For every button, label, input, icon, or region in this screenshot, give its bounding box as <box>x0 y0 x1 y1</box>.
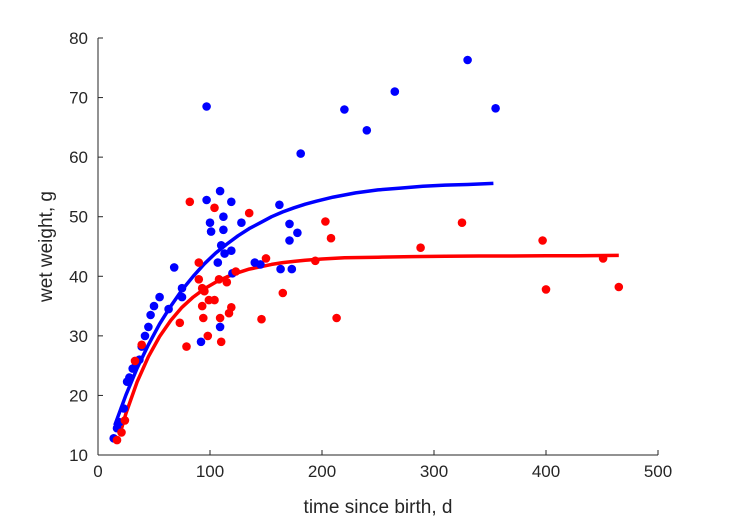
data-point-series-2 <box>416 243 425 252</box>
x-tick-label: 200 <box>308 462 336 481</box>
data-point-series-2 <box>222 277 232 287</box>
y-axis-label: wet weight, g <box>36 191 57 303</box>
data-point-series-2 <box>185 197 195 207</box>
data-point-series-2 <box>261 254 271 263</box>
y-tick-label: 10 <box>69 446 88 465</box>
data-point-series-2 <box>182 342 191 351</box>
data-point-series-1 <box>216 241 226 250</box>
data-point-series-1 <box>125 373 134 382</box>
data-point-series-1 <box>177 292 187 302</box>
data-point-series-1 <box>202 195 211 205</box>
data-point-series-2 <box>210 295 219 305</box>
data-point-series-1 <box>169 263 179 272</box>
x-tick-label: 300 <box>420 462 448 481</box>
data-point-series-2 <box>538 236 547 245</box>
data-point-series-2 <box>203 331 213 341</box>
data-point-series-1 <box>219 212 228 221</box>
y-tick-label: 60 <box>69 148 88 167</box>
data-point-series-1 <box>227 197 236 207</box>
data-point-series-1 <box>196 337 206 347</box>
data-point-series-1 <box>390 87 400 96</box>
data-point-series-1 <box>293 228 302 238</box>
y-tick-label: 70 <box>69 89 88 108</box>
data-point-series-1 <box>491 104 500 113</box>
data-point-series-1 <box>146 310 155 320</box>
x-tick-label: 0 <box>93 462 102 481</box>
data-point-series-1 <box>202 102 211 111</box>
data-point-series-1 <box>215 322 225 332</box>
data-point-series-1 <box>155 292 164 302</box>
data-point-series-1 <box>340 105 349 114</box>
data-point-series-1 <box>276 264 285 274</box>
y-tick-label: 20 <box>69 386 88 405</box>
data-point-series-2 <box>326 233 336 243</box>
data-point-series-2 <box>321 217 330 226</box>
data-point-series-1 <box>219 225 228 235</box>
data-point-series-1 <box>287 264 297 274</box>
data-point-series-1 <box>256 260 265 269</box>
x-axis-label: time since birth, d <box>304 497 453 518</box>
data-point-series-2 <box>227 303 236 312</box>
y-tick-label: 80 <box>69 29 88 48</box>
data-point-series-2 <box>598 254 608 263</box>
data-point-series-2 <box>210 203 219 213</box>
y-tick-label: 30 <box>69 327 88 346</box>
data-point-series-1 <box>144 322 153 332</box>
data-point-series-2 <box>215 313 225 323</box>
data-point-series-2 <box>231 267 241 276</box>
data-point-series-1 <box>206 227 216 236</box>
data-point-series-1 <box>227 246 236 255</box>
data-point-series-2 <box>175 318 185 328</box>
data-point-series-1 <box>119 404 129 413</box>
axes <box>97 38 658 456</box>
fit-curve-series-1 <box>113 181 494 426</box>
x-tick-label: 400 <box>532 462 560 481</box>
data-point-series-2 <box>244 208 254 218</box>
data-point-series-2 <box>257 314 266 324</box>
data-point-series-1 <box>149 301 159 311</box>
data-point-series-2 <box>120 416 130 425</box>
data-point-series-1 <box>237 218 246 227</box>
data-point-series-2 <box>541 285 551 294</box>
data-point-series-2 <box>137 340 146 350</box>
data-point-series-2 <box>130 356 140 366</box>
data-point-series-2 <box>457 218 467 227</box>
data-point-series-2 <box>214 275 224 284</box>
data-point-series-1 <box>362 126 372 135</box>
data-point-series-1 <box>285 219 294 229</box>
data-point-series-1 <box>177 283 187 293</box>
data-point-series-2 <box>112 435 122 445</box>
ticks: 0 100 200 300 400 500 10 20 30 40 50 60 70 80 <box>69 29 672 481</box>
data-point-series-1 <box>275 200 284 210</box>
data-point-series-2 <box>117 428 126 437</box>
data-point-series-1 <box>140 331 150 341</box>
x-tick-label: 100 <box>196 462 224 481</box>
data-point-series-2 <box>194 258 204 267</box>
y-tick-label: 40 <box>69 267 88 286</box>
data-point-series-1 <box>205 218 215 227</box>
data-point-series-1 <box>296 149 306 158</box>
data-point-series-2 <box>311 256 320 266</box>
fit-curves <box>113 181 619 433</box>
data-point-series-2 <box>278 288 288 298</box>
fit-curve-series-2 <box>118 253 619 433</box>
data-point-series-1 <box>164 304 173 314</box>
data-point-series-1 <box>213 258 223 267</box>
data-point-series-1 <box>220 249 229 258</box>
data-point-series-2 <box>199 313 208 323</box>
y-tick-label: 50 <box>69 208 88 227</box>
data-point-series-2 <box>194 275 204 284</box>
data-point-series-1 <box>463 55 472 65</box>
data-point-series-2 <box>332 313 341 323</box>
data-point-series-1 <box>285 236 294 245</box>
data-point-series-2 <box>216 337 226 347</box>
data-point-series-2 <box>614 282 624 292</box>
data-points <box>109 55 624 445</box>
data-point-series-2 <box>197 301 207 311</box>
data-point-series-2 <box>200 286 209 296</box>
x-tick-label: 500 <box>644 462 672 481</box>
data-point-series-1 <box>215 186 225 196</box>
